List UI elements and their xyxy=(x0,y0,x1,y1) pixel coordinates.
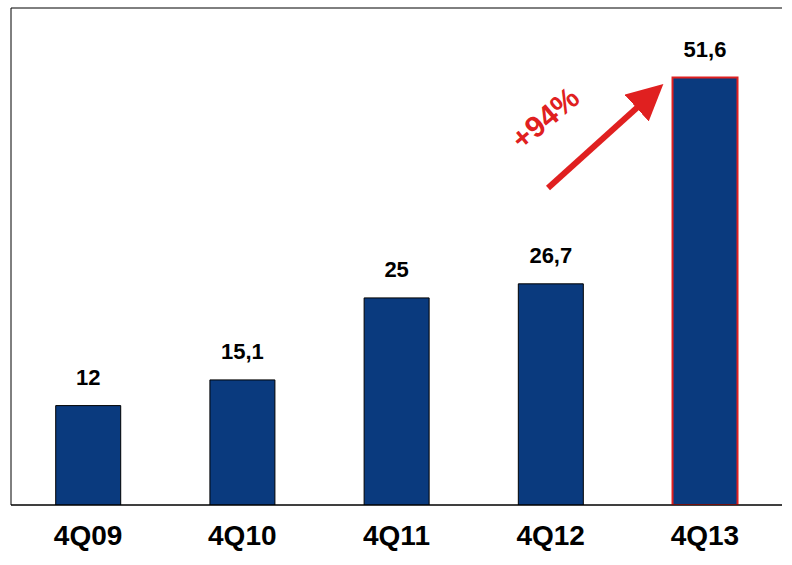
svg-text:15,1: 15,1 xyxy=(221,339,264,364)
svg-text:25: 25 xyxy=(384,257,408,282)
svg-text:4Q09: 4Q09 xyxy=(54,520,123,551)
svg-text:26,7: 26,7 xyxy=(529,243,572,268)
svg-text:+94%: +94% xyxy=(505,80,586,155)
svg-text:51,6: 51,6 xyxy=(684,37,727,62)
svg-text:12: 12 xyxy=(76,365,100,390)
svg-text:4Q11: 4Q11 xyxy=(363,520,430,551)
svg-text:4Q13: 4Q13 xyxy=(671,520,740,551)
svg-text:4Q10: 4Q10 xyxy=(208,520,277,551)
svg-text:4Q12: 4Q12 xyxy=(516,520,585,551)
